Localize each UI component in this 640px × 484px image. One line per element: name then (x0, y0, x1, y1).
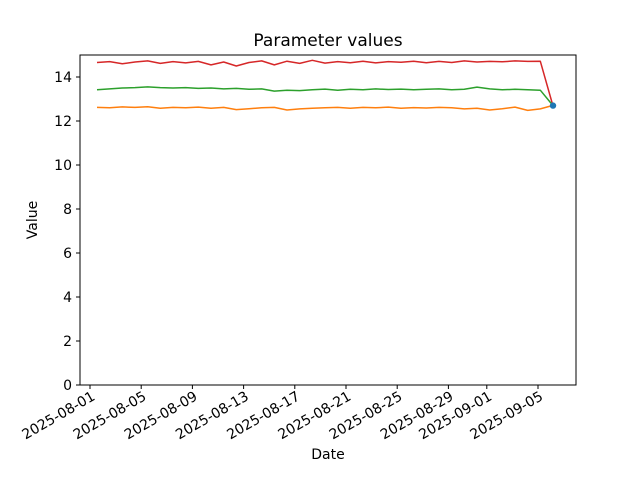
y-tick-label: 14 (54, 70, 72, 86)
y-tick-label: 10 (54, 158, 72, 174)
series-line-green (96, 86, 554, 107)
series-lines (96, 59, 557, 112)
y-tick-label: 8 (63, 202, 72, 218)
plot-frame (79, 54, 577, 386)
y-tick-label: 4 (63, 290, 72, 306)
chart-title: Parameter values (253, 31, 402, 51)
y-axis-label: Value (25, 201, 41, 239)
y-tick-label: 6 (63, 246, 72, 262)
x-axis-label: Date (311, 447, 344, 463)
y-tick-label: 2 (63, 334, 72, 350)
y-tick-label: 0 (63, 378, 72, 394)
end-marker-dot (549, 102, 557, 109)
series-line-red (96, 59, 554, 107)
plot-area (80, 55, 576, 385)
series-line-orange (96, 104, 554, 112)
y-tick-label: 12 (54, 114, 72, 130)
